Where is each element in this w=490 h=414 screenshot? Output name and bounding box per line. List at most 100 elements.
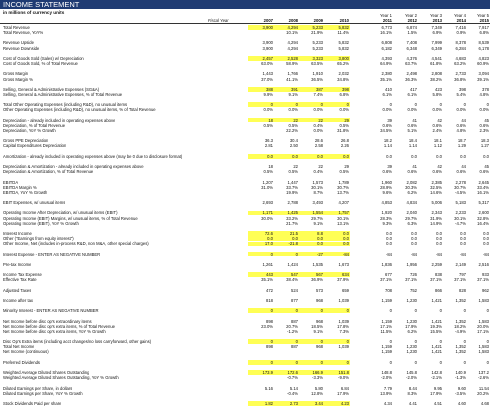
row-label: Selling, General & Administrative Expens… bbox=[3, 86, 100, 92]
cell-value: 148.8 bbox=[381, 370, 392, 376]
cell-value: 0.6% bbox=[432, 169, 442, 175]
cell-value: 0.0 bbox=[267, 236, 273, 242]
cell-value: 28.6 bbox=[314, 138, 323, 144]
cell-value: 37.0% bbox=[261, 76, 273, 82]
cell-value: 0.0% bbox=[407, 107, 417, 113]
cell-value: 1,230 bbox=[406, 344, 417, 350]
cell-value: 1,424 bbox=[287, 261, 298, 267]
cell-value: -3.3% bbox=[312, 375, 323, 381]
cell-value: -21.8 bbox=[288, 241, 298, 247]
row-label: Total Net Income bbox=[3, 344, 35, 350]
cell-value: 6,284 bbox=[455, 45, 466, 51]
cell-value: 567 bbox=[316, 272, 323, 278]
projection-label: Year 3 bbox=[430, 12, 442, 18]
cell-value: 4.41 bbox=[408, 400, 417, 406]
cell-value: 0.6% bbox=[479, 122, 489, 128]
cell-value: 2,600 bbox=[478, 210, 489, 216]
cell-value: 962 bbox=[482, 287, 489, 293]
cell-value: 6.9% bbox=[432, 30, 442, 36]
cell-value: 29 bbox=[344, 117, 349, 123]
cell-value: 2.50 bbox=[289, 143, 298, 149]
cell-value: 0.0 bbox=[317, 153, 323, 159]
row-label: EBITDA, YoY % Growth bbox=[3, 189, 48, 195]
cell-value: 29.7% bbox=[311, 215, 323, 221]
cell-value: 2.4% bbox=[432, 128, 442, 133]
year-header: 2011 bbox=[382, 17, 392, 23]
cell-value: 2.26 bbox=[340, 143, 349, 149]
cell-value: 4,541 bbox=[431, 55, 442, 61]
cell-value: 0.0 bbox=[460, 153, 466, 159]
cell-value: 9.95 bbox=[433, 385, 442, 391]
cell-value: 18.1 bbox=[433, 138, 442, 144]
cell-value: 0 bbox=[414, 339, 417, 345]
cell-value: 9.6% bbox=[382, 189, 392, 195]
row-label: Selling, General & Administrative Expens… bbox=[3, 91, 123, 97]
row-label: Interest Income bbox=[3, 231, 32, 236]
cell-value: 7.3% bbox=[339, 328, 349, 334]
cell-value: 5,832 bbox=[338, 45, 349, 51]
cell-value: 2.73 bbox=[289, 400, 298, 406]
cell-value: 0.0% bbox=[432, 107, 442, 113]
cell-value: 29.7% bbox=[405, 215, 417, 221]
cell-value: 0.0 bbox=[292, 153, 298, 159]
row-label: Gross PPE Depreciation bbox=[3, 138, 49, 144]
input-highlight bbox=[248, 370, 350, 375]
cell-value: 4,294 bbox=[287, 40, 298, 46]
input-highlight bbox=[248, 153, 350, 159]
cell-value: -4.9% bbox=[455, 328, 466, 334]
cell-value: 30.4 bbox=[289, 138, 298, 144]
cell-value: 0 bbox=[270, 339, 273, 345]
sheet-title: INCOME STATEMENT bbox=[3, 0, 80, 9]
cell-value: 9.1% bbox=[313, 220, 323, 226]
cell-value: 13.9% bbox=[380, 390, 392, 396]
cell-value: 0.0% bbox=[313, 107, 323, 113]
cell-value: -0.4% bbox=[287, 390, 298, 396]
cell-value: 4,834 bbox=[406, 200, 417, 206]
cell-value: 659 bbox=[342, 287, 349, 293]
cell-value: 39 bbox=[387, 117, 392, 123]
cell-value: 0.0% bbox=[339, 107, 349, 113]
cell-value: 18.4 bbox=[408, 138, 417, 144]
cell-value: 63.7% bbox=[405, 61, 417, 67]
cell-value: 2.81 bbox=[264, 143, 273, 149]
cell-value: 0 bbox=[346, 102, 349, 108]
cell-value: 0.6% bbox=[382, 169, 392, 175]
cell-value: 5,233 bbox=[312, 40, 323, 46]
cell-value: 5.1% bbox=[407, 128, 417, 133]
cell-value: 0 bbox=[320, 308, 323, 314]
cell-value: 5.4% bbox=[456, 91, 466, 97]
cell-value: 5.8% bbox=[432, 91, 442, 97]
cell-value: 6.3% bbox=[407, 220, 417, 226]
cell-value: 2,082 bbox=[406, 179, 417, 185]
row-label: Total Revenue bbox=[3, 25, 30, 30]
cell-value: 2,528 bbox=[287, 55, 298, 61]
cell-value: 7,416 bbox=[455, 25, 466, 30]
year-header: 2014 bbox=[456, 17, 466, 23]
cell-value: 387 bbox=[316, 86, 323, 92]
cell-value: 2,343 bbox=[431, 210, 442, 216]
row-label: Effective Tax Rate bbox=[3, 277, 37, 283]
cell-value: 0.0 bbox=[386, 236, 392, 242]
input-highlight bbox=[248, 308, 350, 314]
cell-value: 36.5% bbox=[311, 76, 323, 82]
cell-value: 0.0 bbox=[460, 241, 466, 247]
cell-value: 30.1% bbox=[454, 215, 466, 221]
cell-value: -1.2% bbox=[287, 328, 298, 334]
cell-value: 0.0 bbox=[483, 153, 489, 159]
cell-value: 3,900 bbox=[262, 40, 273, 46]
cell-value: 7.4% bbox=[313, 91, 323, 97]
input-highlight bbox=[248, 117, 350, 123]
cell-value: 0.5% bbox=[288, 122, 298, 128]
cell-value: 4,853 bbox=[381, 200, 392, 206]
cell-value: 1,039 bbox=[338, 318, 349, 324]
cell-value: 9.9% bbox=[263, 91, 273, 97]
cell-value: 0.4% bbox=[313, 122, 323, 128]
input-highlight bbox=[248, 87, 350, 92]
cell-value: 37.1% bbox=[477, 277, 489, 283]
cell-value: 0 bbox=[270, 251, 273, 257]
cell-value: 2,788 bbox=[287, 200, 298, 206]
input-highlight bbox=[248, 102, 350, 108]
cell-value: 22 bbox=[293, 117, 298, 123]
title-bar bbox=[0, 0, 490, 9]
